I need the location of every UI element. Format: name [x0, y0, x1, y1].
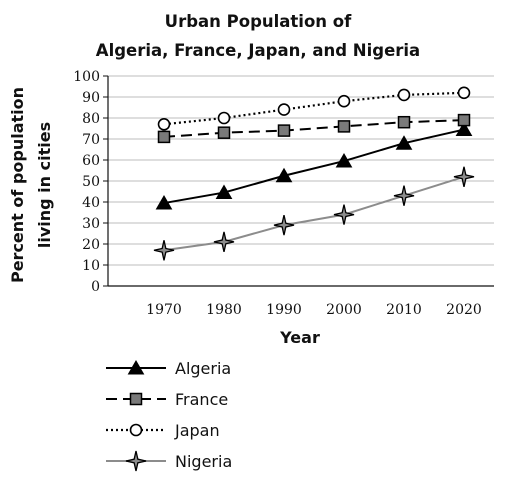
- y-tick-label: 0: [91, 279, 100, 295]
- y-tick-label: 20: [82, 237, 100, 253]
- legend-item-nigeria: Nigeria: [106, 450, 232, 472]
- legend-item-japan: Japan: [106, 421, 220, 440]
- legend-marker-japan: [129, 423, 143, 437]
- data-point-nigeria: [213, 231, 235, 253]
- data-point-nigeria: [393, 185, 415, 206]
- x-tick-label: 2010: [386, 302, 422, 318]
- legend-label: France: [175, 390, 228, 409]
- data-point-france: [217, 126, 231, 139]
- x-axis-ticks: 1970 1980 1990 2000 2010 2020: [146, 302, 482, 318]
- x-axis-title: Year: [279, 328, 320, 347]
- data-point-france: [397, 115, 411, 129]
- series-line-france: [163, 119, 465, 138]
- data-point-france: [457, 113, 471, 127]
- series-group: [153, 86, 475, 261]
- legend: Algeria France Japan Nigeria: [106, 359, 232, 472]
- legend-label: Japan: [174, 421, 220, 440]
- y-axis-ticks: 0 10 20 30 40 50 60 70 80 90 100: [73, 69, 108, 295]
- y-tick-label: 70: [82, 132, 100, 148]
- y-tick-label: 100: [73, 69, 100, 85]
- series-line-nigeria: [163, 175, 465, 252]
- y-tick-label: 40: [82, 195, 100, 211]
- data-point-japan: [457, 86, 471, 100]
- legend-marker-nigeria: [125, 450, 147, 472]
- data-point-algeria: [215, 184, 233, 200]
- chart-title-line-1: Urban Population of: [165, 12, 352, 31]
- x-tick-label: 1990: [266, 302, 302, 318]
- data-point-japan: [397, 88, 411, 102]
- x-tick-label: 1980: [206, 302, 242, 318]
- data-point-algeria: [155, 195, 173, 210]
- series-japan: [157, 86, 471, 131]
- y-axis-title-line-1: Percent of population: [8, 87, 27, 283]
- y-tick-label: 90: [82, 90, 100, 106]
- series-line-japan: [163, 91, 465, 126]
- data-point-algeria: [455, 121, 473, 137]
- series-france: [157, 113, 471, 144]
- data-point-algeria: [275, 167, 293, 183]
- legend-item-france: France: [106, 390, 228, 409]
- data-point-japan: [157, 118, 171, 131]
- data-point-nigeria: [273, 214, 295, 236]
- data-point-france: [337, 120, 351, 133]
- legend-marker-france: [129, 392, 143, 406]
- data-point-japan: [337, 94, 351, 108]
- y-tick-label: 80: [82, 111, 100, 127]
- legend-label: Algeria: [175, 359, 231, 378]
- data-point-japan: [277, 103, 291, 116]
- x-tick-label: 2000: [326, 302, 362, 318]
- x-tick-label: 1970: [146, 302, 182, 318]
- legend-label: Nigeria: [175, 452, 232, 471]
- series-nigeria: [153, 166, 475, 261]
- gridlines: [108, 75, 494, 266]
- y-tick-label: 60: [82, 153, 100, 169]
- axes: [107, 76, 494, 287]
- x-tick-label: 2020: [446, 302, 482, 318]
- legend-marker-algeria: [127, 359, 145, 375]
- series-line-algeria: [163, 128, 465, 205]
- data-point-japan: [217, 111, 231, 125]
- y-tick-label: 50: [82, 174, 100, 190]
- data-point-france: [157, 130, 171, 144]
- data-point-nigeria: [333, 204, 355, 225]
- data-point-nigeria: [153, 240, 175, 261]
- data-point-france: [277, 124, 291, 137]
- y-tick-label: 10: [82, 258, 100, 274]
- y-tick-label: 30: [82, 216, 100, 232]
- chart-title-line-2: Algeria, France, Japan, and Nigeria: [96, 41, 420, 60]
- data-point-algeria: [395, 135, 413, 150]
- data-point-nigeria: [453, 166, 475, 187]
- series-algeria: [155, 121, 473, 210]
- data-point-algeria: [335, 153, 353, 168]
- legend-item-algeria: Algeria: [106, 359, 231, 378]
- y-axis-title-line-2: living in cities: [35, 122, 54, 248]
